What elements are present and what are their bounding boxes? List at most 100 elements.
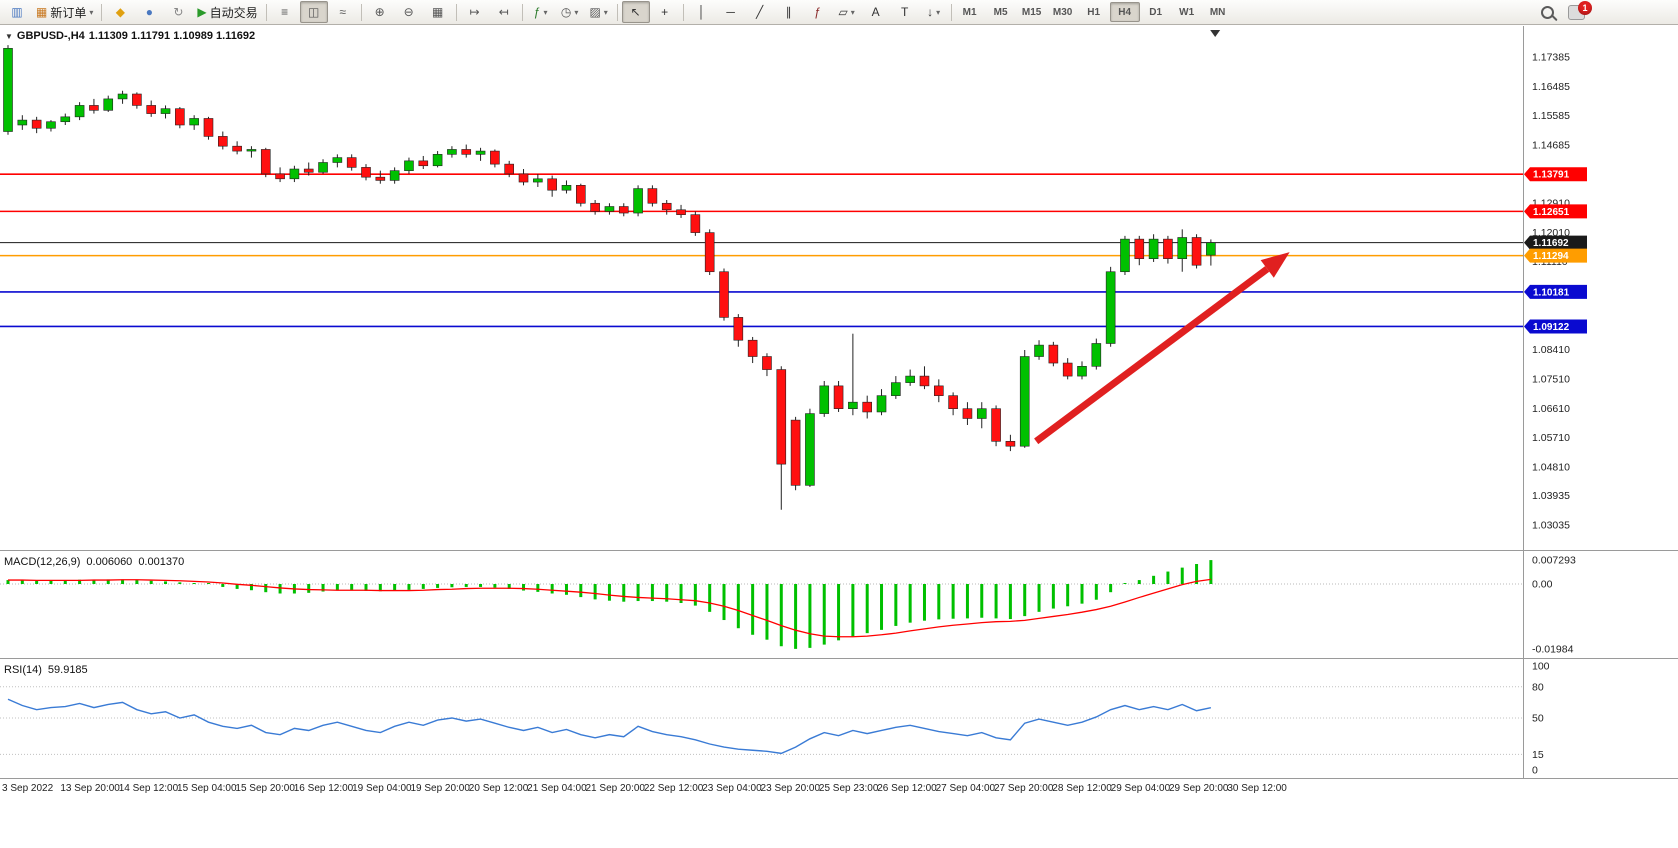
chart-area[interactable]: 1.17385 1.16485 1.15585 1.14685 1.12910 1.120… <box>0 26 1678 822</box>
chart-window-glyph: ▥ <box>11 5 23 19</box>
svg-text:0.00: 0.00 <box>1532 579 1553 591</box>
channel-glyph: ∥ <box>785 5 792 19</box>
timeframe-w1[interactable]: W1 <box>1179 6 1195 18</box>
label-icon[interactable]: T <box>891 1 919 23</box>
timeframe-mn[interactable]: MN <box>1209 6 1226 18</box>
search-icon[interactable] <box>1541 5 1554 19</box>
svg-text:21 Sep 04:00: 21 Sep 04:00 <box>527 783 587 794</box>
toolbar-separator <box>360 3 362 21</box>
zoom-in-glyph: ⊕ <box>374 5 385 19</box>
new-order-button[interactable]: ▦ 新订单 ▾ <box>32 1 97 23</box>
toolbar-separator <box>521 3 523 21</box>
ohlc-values: 1.11309 1.11791 1.10989 1.11692 <box>88 30 256 42</box>
community-icon[interactable]: ● <box>135 1 163 23</box>
svg-text:1.06610: 1.06610 <box>1532 403 1570 415</box>
indicators-glyph: ƒ <box>533 5 541 19</box>
price-tag <box>1524 204 1587 219</box>
chart-window-icon[interactable]: ▥ <box>3 1 31 23</box>
fibonacci-icon[interactable]: ƒ <box>804 1 832 23</box>
line-chart-icon[interactable]: ≈ <box>329 1 357 23</box>
chart-shift-icon[interactable]: ↤ <box>490 1 518 23</box>
bar-chart-icon[interactable]: ≡ <box>271 1 299 23</box>
timeframe-m15[interactable]: M15 <box>1021 6 1042 18</box>
svg-text:22 Sep 12:00: 22 Sep 12:00 <box>644 783 704 794</box>
channel-icon[interactable]: ∥ <box>775 1 803 23</box>
svg-text:1.16485: 1.16485 <box>1532 81 1570 93</box>
horizontal-level-lines[interactable] <box>0 173 1523 328</box>
toolbar-right: 1 <box>1541 0 1675 20</box>
toolbar-separator <box>265 3 267 21</box>
cursor-icon[interactable]: ↖ <box>621 1 650 23</box>
toolbar-separator <box>616 3 618 21</box>
toolbar-separator <box>455 3 457 21</box>
svg-text:0.007293: 0.007293 <box>1532 555 1576 567</box>
refresh-icon[interactable]: ↻ <box>164 1 192 23</box>
zoom-out-icon[interactable]: ⊖ <box>395 1 423 23</box>
auto-scroll-icon[interactable]: ↦ <box>461 1 489 23</box>
arrows-icon[interactable]: ↓ ▾ <box>920 1 948 23</box>
zoom-in-icon[interactable]: ⊕ <box>366 1 394 23</box>
horizontal-line-icon[interactable]: ─ <box>717 1 745 23</box>
svg-text:1.17385: 1.17385 <box>1532 52 1570 64</box>
rsi-label: RSI(14) 59.9185 <box>4 664 88 676</box>
market-icon[interactable]: ◆ <box>106 1 134 23</box>
macd-value-signal: 0.001370 <box>138 556 185 568</box>
price-tag <box>1524 235 1587 250</box>
refresh-glyph: ↻ <box>173 5 184 19</box>
macd-name: MACD(12,26,9) <box>4 556 81 568</box>
periods-glyph: ◷ <box>560 5 572 19</box>
trendline-icon[interactable]: ╱ <box>746 1 774 23</box>
text-icon[interactable]: A <box>862 1 890 23</box>
timeframe-m1[interactable]: M1 <box>962 6 977 18</box>
svg-text:1.11692: 1.11692 <box>1533 238 1569 249</box>
toolbar: ▥ ▦ 新订单 ▾ ◆ ● ↻ ▶ 自动交易 ≡ ◫ ≈ ⊕ ⊖ ▦ ↦ ↤ ƒ ▾ ◷ ▾ ▨ ▾ ↖ + │ ─ ╱ ∥ ƒ ▱ ▾ A T ↓… <box>0 0 1678 25</box>
autotrading-button-label: 自动交易 <box>209 5 258 20</box>
trend-arrow-annotation[interactable] <box>1034 252 1290 445</box>
svg-text:1.13791: 1.13791 <box>1533 170 1570 181</box>
svg-text:1.07510: 1.07510 <box>1532 374 1570 386</box>
horizontal-line-glyph: ─ <box>726 5 735 19</box>
indicators-icon[interactable]: ƒ ▾ <box>527 1 555 23</box>
macd-indicator <box>0 560 1523 649</box>
notification-icon[interactable]: 1 <box>1568 0 1592 20</box>
caret-down-icon: ▾ <box>603 7 608 17</box>
caret-down-icon: ▾ <box>89 7 94 17</box>
svg-text:1.03035: 1.03035 <box>1532 519 1570 531</box>
tile-windows-icon[interactable]: ▦ <box>424 1 452 23</box>
svg-text:28 Sep 12:00: 28 Sep 12:00 <box>1052 783 1112 794</box>
price-tag <box>1524 167 1587 182</box>
svg-text:1.08410: 1.08410 <box>1532 344 1570 356</box>
chart-canvas[interactable]: 1.173851.164851.155851.146851.129101.120… <box>0 26 1678 822</box>
crosshair-icon[interactable]: + <box>651 1 679 23</box>
shapes-glyph: ▱ <box>838 5 848 19</box>
templates-icon[interactable]: ▨ ▾ <box>585 1 613 23</box>
svg-text:1.03935: 1.03935 <box>1532 490 1570 502</box>
timeframe-h4[interactable]: H4 <box>1109 2 1140 22</box>
new-order-glyph: ▦ <box>36 5 48 19</box>
svg-text:3 Sep 2022: 3 Sep 2022 <box>2 783 54 794</box>
svg-text:50: 50 <box>1532 713 1544 725</box>
auto-scroll-glyph: ↦ <box>469 5 480 19</box>
label-glyph: T <box>900 5 909 19</box>
timeframe-d1[interactable]: D1 <box>1149 6 1163 18</box>
candlestick-chart-glyph: ◫ <box>307 5 320 19</box>
price-axis[interactable]: 1.173851.164851.155851.146851.129101.120… <box>1524 52 1587 777</box>
vertical-line-glyph: │ <box>697 5 706 19</box>
caret-down-icon: ▾ <box>574 7 579 17</box>
candlestick-chart-icon[interactable]: ◫ <box>299 1 328 23</box>
chart-title: ▼ GBPUSD-,H4 1.11309 1.11791 1.10989 1.1… <box>5 30 255 42</box>
toolbar-button-groups: ▥ ▦ 新订单 ▾ ◆ ● ↻ ▶ 自动交易 ≡ ◫ ≈ ⊕ ⊖ ▦ ↦ ↤ ƒ ▾ ◷ ▾ ▨ ▾ ↖ + │ ─ ╱ ∥ ƒ ▱ ▾ A T ↓… <box>3 1 948 23</box>
svg-text:29 Sep 04:00: 29 Sep 04:00 <box>1111 783 1171 794</box>
macd-label: MACD(12,26,9) 0.006060 0.001370 <box>4 556 184 568</box>
vertical-line-icon[interactable]: │ <box>688 1 716 23</box>
svg-text:14 Sep 12:00: 14 Sep 12:00 <box>119 783 179 794</box>
timeframe-m5[interactable]: M5 <box>993 6 1008 18</box>
timeframe-m30[interactable]: M30 <box>1052 6 1073 18</box>
new-order-button-label: 新订单 <box>50 5 87 20</box>
shapes-icon[interactable]: ▱ ▾ <box>833 1 861 23</box>
autotrading-button[interactable]: ▶ 自动交易 <box>193 1 261 23</box>
candlestick-series <box>3 45 1216 510</box>
periods-icon[interactable]: ◷ ▾ <box>556 1 584 23</box>
timeframe-h1[interactable]: H1 <box>1087 6 1101 18</box>
